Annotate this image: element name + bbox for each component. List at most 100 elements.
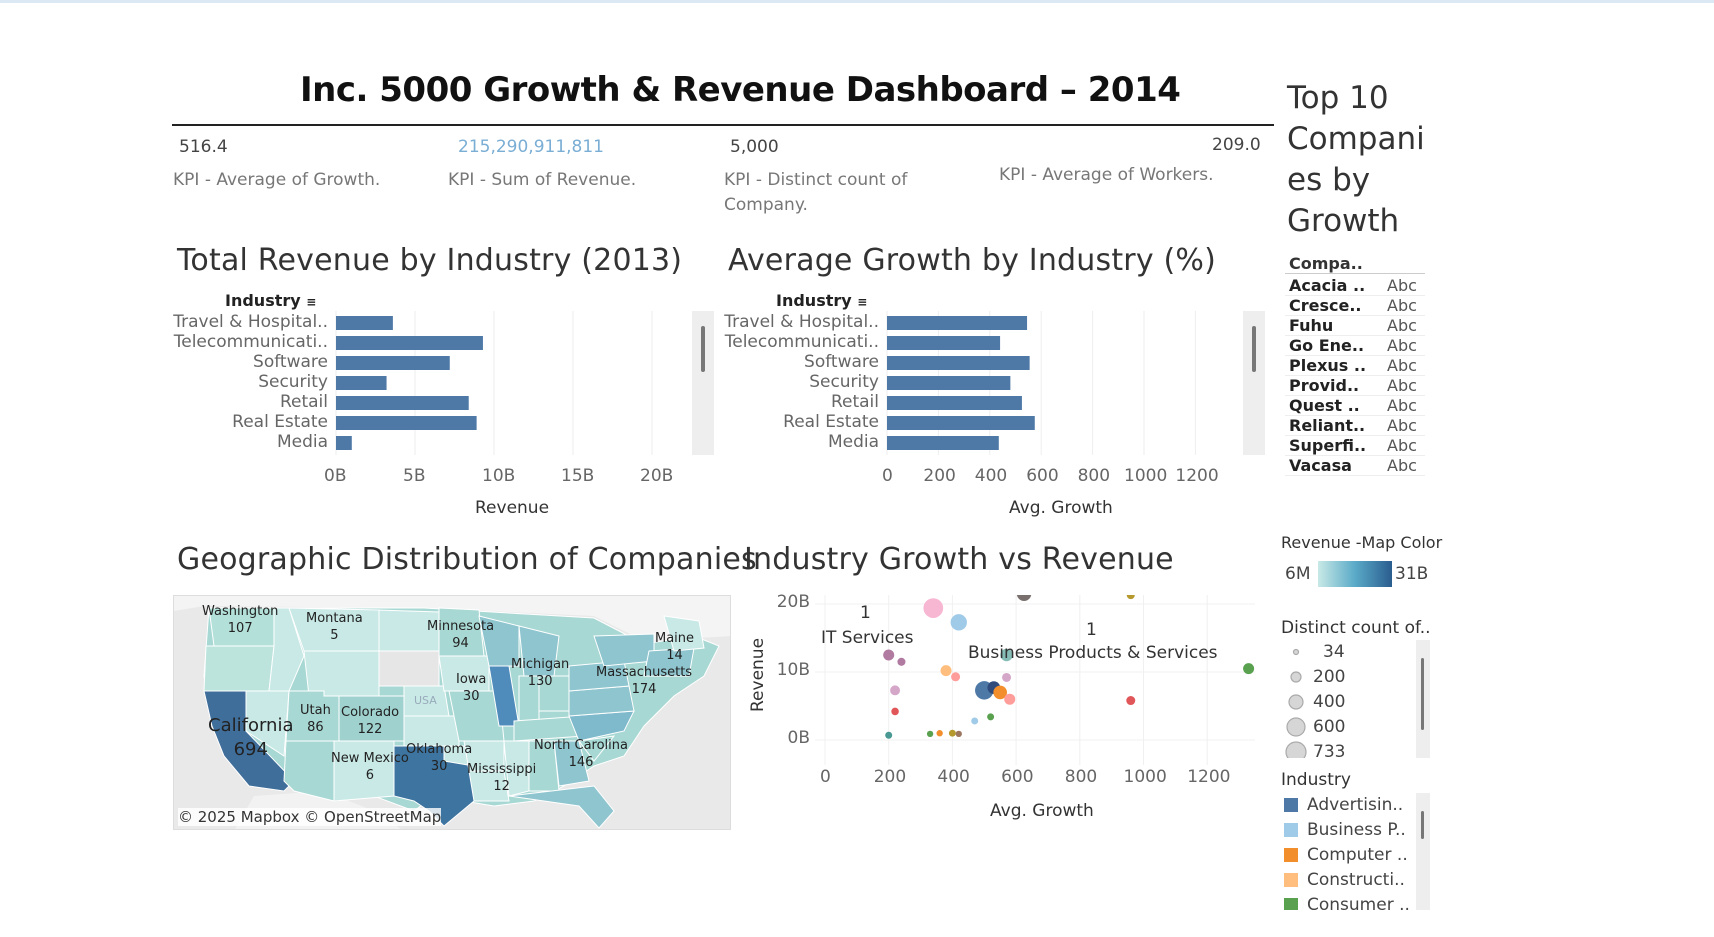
revenue-bar-chart xyxy=(335,311,653,455)
bar[interactable] xyxy=(887,416,1035,430)
revenue-chart-scrollbar[interactable] xyxy=(692,311,714,455)
map-label-mississippi: Mississippi 12 xyxy=(467,762,537,794)
scatter-point[interactable] xyxy=(955,730,962,738)
scatter-point[interactable] xyxy=(1000,648,1013,662)
size-legend-item[interactable]: 200 xyxy=(1281,665,1411,690)
us-map[interactable]: Washington 107 Montana 5 Minnesota 94 Maine… xyxy=(173,595,731,830)
scatter-point[interactable] xyxy=(987,713,995,721)
bar[interactable] xyxy=(336,316,393,330)
revenue-scroll-thumb[interactable] xyxy=(701,326,705,372)
bar[interactable] xyxy=(887,316,1028,330)
map-attribution[interactable]: © 2025 Mapbox © OpenStreetMap xyxy=(178,808,442,826)
industry-legend-item[interactable]: Business P.. xyxy=(1281,818,1411,843)
scatter-point[interactable] xyxy=(926,730,934,738)
size-legend-item[interactable]: 34 xyxy=(1281,640,1411,665)
bar[interactable] xyxy=(887,376,1011,390)
size-legend-item[interactable]: 600 xyxy=(1281,715,1411,740)
size-legend-scroll-thumb[interactable] xyxy=(1421,658,1424,730)
size-legend-scrollbar[interactable] xyxy=(1416,640,1430,758)
kpi-company-value: 5,000 xyxy=(730,137,779,157)
us-map-shapes xyxy=(174,596,730,829)
industry-legend-item[interactable]: Constructi.. xyxy=(1281,868,1411,893)
size-legend-item[interactable]: 733 xyxy=(1281,740,1411,758)
industry-legend-item[interactable]: Consumer .. xyxy=(1281,893,1411,910)
scatter-point[interactable] xyxy=(883,649,895,661)
revenue-category-labels: Travel & Hospital.. Telecommunicati.. Soft… xyxy=(160,311,328,453)
color-swatch-icon xyxy=(1284,823,1298,837)
industry-legend-item[interactable]: Advertisin.. xyxy=(1281,793,1411,818)
sort-icon[interactable]: ≡ xyxy=(306,295,317,309)
category-label: Real Estate xyxy=(783,412,879,432)
table-row[interactable]: Plexus .. Abc xyxy=(1285,356,1425,376)
scatter-point[interactable] xyxy=(890,685,900,696)
scatter-point[interactable] xyxy=(923,598,944,618)
table-row[interactable]: Superfi.. Abc xyxy=(1285,436,1425,456)
x-tick-label: 600 xyxy=(1026,466,1059,486)
scatter-point[interactable] xyxy=(891,707,899,716)
size-legend-label: 34 xyxy=(1323,642,1345,662)
scatter-point[interactable] xyxy=(993,685,1007,700)
bar[interactable] xyxy=(336,336,483,350)
bar[interactable] xyxy=(336,416,477,430)
size-legend: 34 200 400 600 733 xyxy=(1281,640,1421,758)
scatter-point[interactable] xyxy=(1002,672,1012,682)
annotation-it-label: IT Services xyxy=(821,628,914,648)
bar[interactable] xyxy=(887,356,1030,370)
table-row[interactable]: Go Ene.. Abc xyxy=(1285,336,1425,356)
x-tick-label: 400 xyxy=(974,466,1008,486)
scatter-point[interactable] xyxy=(1243,663,1255,675)
top10-title: Top 10 Compani es by Growth xyxy=(1287,80,1425,239)
category-label: Retail xyxy=(279,392,328,412)
industry-legend-scroll-thumb[interactable] xyxy=(1421,811,1424,839)
scatter-point[interactable] xyxy=(950,614,967,631)
growth-chart-scrollbar[interactable] xyxy=(1243,311,1265,455)
scatter-point[interactable] xyxy=(1016,595,1032,602)
table-row[interactable]: Acacia .. Abc xyxy=(1285,276,1425,296)
annotation-bps-label: Business Products & Services xyxy=(968,643,1218,663)
sort-icon[interactable]: ≡ xyxy=(857,295,868,309)
table-row[interactable]: Vacasa Abc xyxy=(1285,456,1425,476)
size-circle-icon xyxy=(1285,741,1307,758)
scatter-point[interactable] xyxy=(936,730,943,737)
scatter-point[interactable] xyxy=(1004,693,1016,705)
map-label-new-mexico: New Mexico 6 xyxy=(331,751,409,783)
scatter-point[interactable] xyxy=(940,665,952,677)
x-tick-label: 600 xyxy=(1001,767,1034,787)
bar[interactable] xyxy=(336,436,352,450)
table-row[interactable]: Provid.. Abc xyxy=(1285,376,1425,396)
company-value: Abc xyxy=(1387,376,1417,395)
company-name: Acacia .. xyxy=(1289,276,1366,295)
scatter-point[interactable] xyxy=(951,672,961,682)
bar[interactable] xyxy=(887,336,1001,350)
industry-legend-item[interactable]: Computer .. xyxy=(1281,843,1411,868)
industry-legend-scrollbar[interactable] xyxy=(1416,793,1430,910)
table-row[interactable]: Reliant.. Abc xyxy=(1285,416,1425,436)
company-name: Reliant.. xyxy=(1289,416,1366,435)
scatter-point[interactable] xyxy=(948,729,956,737)
scatter-plot[interactable] xyxy=(815,595,1255,765)
scatter-point[interactable] xyxy=(897,657,906,666)
scatter-title: Industry Growth vs Revenue xyxy=(744,542,1174,577)
table-row[interactable]: Fuhu Abc xyxy=(1285,316,1425,336)
bar[interactable] xyxy=(336,376,387,390)
growth-scroll-thumb[interactable] xyxy=(1252,326,1256,372)
bar[interactable] xyxy=(887,436,999,450)
revenue-chart-header[interactable]: Industry ≡ xyxy=(225,291,317,310)
size-legend-item[interactable]: 400 xyxy=(1281,690,1411,715)
bar[interactable] xyxy=(336,356,450,370)
bar[interactable] xyxy=(887,396,1022,410)
color-legend-title: Revenue -Map Color xyxy=(1281,533,1443,552)
table-row[interactable]: Quest .. Abc xyxy=(1285,396,1425,416)
category-label: Media xyxy=(827,432,879,452)
scatter-point[interactable] xyxy=(1126,595,1135,600)
scatter-point[interactable] xyxy=(1126,696,1136,706)
table-row[interactable]: Cresce.. Abc xyxy=(1285,296,1425,316)
scatter-y-title: Revenue xyxy=(748,637,768,712)
scatter-point[interactable] xyxy=(971,717,979,725)
growth-chart-header[interactable]: Industry ≡ xyxy=(776,291,868,310)
bar[interactable] xyxy=(336,396,469,410)
scatter-x-ticks: 0 200 400 600 800 1000 1200 xyxy=(815,767,1255,791)
scatter-y-ticks: 20B 10B 0B xyxy=(770,592,812,765)
scatter-point[interactable] xyxy=(885,731,893,739)
top10-column-header[interactable]: Compa.. xyxy=(1285,254,1425,274)
